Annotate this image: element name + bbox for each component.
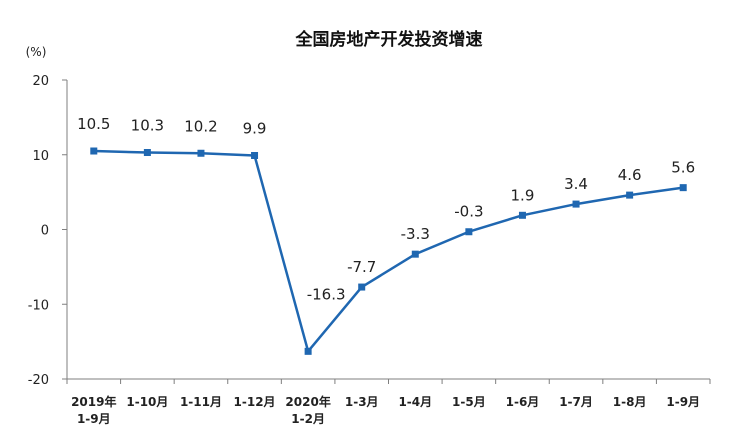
x-tick-label: 1-3月 (345, 395, 379, 409)
data-label: 1.9 (511, 186, 535, 204)
data-labels: 10.5 10.3 10.2 9.9 -16.3-7.7 -3.3 -0.3 1.9 3.4 4.… (77, 115, 695, 303)
series-line-path (93, 149, 684, 353)
x-tick-labels: 2019年 1-9月 1-10月 1-11月 1-12月 2020年 1-2月 1-3月 1-4… (71, 394, 700, 426)
y-tick-labels: 20 10 0 -10 -20 (28, 74, 49, 388)
data-point-marker (626, 191, 634, 199)
y-tick-label: -20 (28, 373, 49, 388)
data-label: -0.3 (454, 203, 483, 221)
data-label: -16.3 (307, 285, 346, 303)
x-tick-label: 2020年 1-2月 (285, 394, 330, 426)
data-label: 10.5 (77, 115, 110, 133)
y-axis-unit: (%) (26, 45, 47, 59)
data-label: -3.3 (401, 225, 430, 243)
x-tick-label: 1-11月 (180, 395, 222, 409)
y-tick-label: 20 (32, 74, 49, 89)
data-label: 10.3 (131, 117, 164, 135)
data-point-marker (90, 147, 98, 155)
data-point-marker (679, 184, 687, 192)
data-point-marker (251, 151, 259, 159)
data-point-marker (358, 283, 366, 291)
axes (62, 79, 711, 384)
data-point-marker (518, 211, 526, 219)
y-tick-label: -10 (28, 298, 49, 313)
x-tick-label: 1-4月 (398, 395, 432, 409)
x-tick-label: 1-8月 (613, 395, 647, 409)
x-tick-label: 1-6月 (506, 395, 540, 409)
y-tick-label: 10 (32, 149, 49, 164)
chart-title: 全国房地产开发投资增速 (295, 29, 483, 50)
x-tick-label: 1-7月 (559, 395, 593, 409)
data-label: -7.7 (347, 258, 376, 276)
data-label: 9.9 (243, 119, 267, 137)
data-label: 4.6 (618, 166, 642, 184)
x-tick-label: 1-12月 (234, 395, 276, 409)
x-tick-label: 1-5月 (452, 395, 486, 409)
series-line (90, 147, 687, 355)
data-point-marker (143, 149, 151, 157)
data-point-marker (197, 149, 205, 157)
x-tick-label: 1-10月 (126, 395, 168, 409)
data-label: 3.4 (564, 175, 588, 193)
data-point-marker (304, 347, 312, 355)
data-label: 10.2 (184, 117, 217, 135)
x-tick-label: 2019年 1-9月 (71, 394, 116, 426)
data-point-marker (411, 250, 419, 258)
data-label: 5.6 (671, 159, 695, 177)
data-point-marker (465, 228, 473, 236)
x-tick-label: 1-9月 (666, 395, 700, 409)
data-point-marker (572, 200, 580, 208)
y-tick-label: 0 (41, 224, 49, 239)
